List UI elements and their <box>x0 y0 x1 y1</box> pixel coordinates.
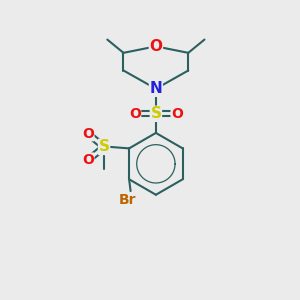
Text: O: O <box>129 107 141 121</box>
Text: N: N <box>149 81 162 96</box>
Text: S: S <box>150 106 161 121</box>
Text: S: S <box>99 140 110 154</box>
Text: O: O <box>149 39 162 54</box>
Text: Br: Br <box>119 193 136 207</box>
Text: O: O <box>82 153 94 167</box>
Text: O: O <box>171 107 183 121</box>
Text: O: O <box>82 127 94 141</box>
